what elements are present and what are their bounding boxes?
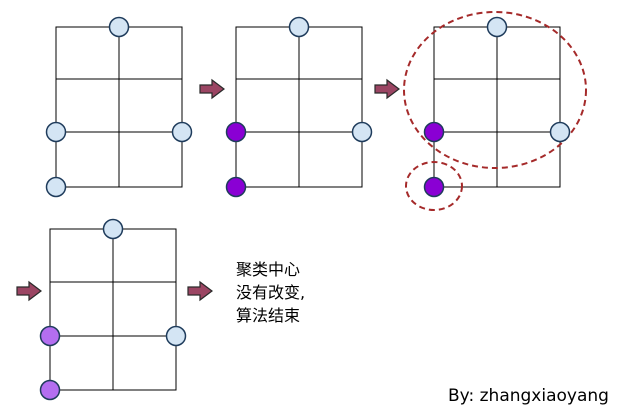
data-point — [549, 121, 571, 143]
data-point — [225, 176, 247, 198]
step-arrow — [187, 280, 213, 302]
data-point — [165, 325, 187, 347]
step-arrow — [374, 78, 400, 100]
data-point — [423, 176, 445, 198]
data-point — [351, 121, 373, 143]
step-arrow — [16, 280, 42, 302]
data-point — [486, 16, 508, 38]
step-arrow — [199, 78, 225, 100]
data-point — [45, 121, 67, 143]
data-point — [39, 379, 61, 401]
data-point — [39, 325, 61, 347]
cluster-boundary-large — [403, 11, 587, 169]
author-credit: By: zhangxiaoyang — [448, 386, 609, 406]
data-point — [45, 176, 67, 198]
result-caption: 聚类中心 没有改变, 算法结束 — [236, 258, 356, 327]
data-point — [288, 16, 310, 38]
data-point — [423, 121, 445, 143]
caption-line-3: 算法结束 — [236, 306, 301, 325]
cluster-boundary-small — [405, 161, 463, 211]
caption-line-1: 聚类中心 — [236, 260, 301, 279]
data-point — [225, 121, 247, 143]
data-point — [108, 16, 130, 38]
data-point — [171, 121, 193, 143]
data-point — [102, 218, 124, 240]
caption-line-2: 没有改变, — [236, 283, 306, 302]
